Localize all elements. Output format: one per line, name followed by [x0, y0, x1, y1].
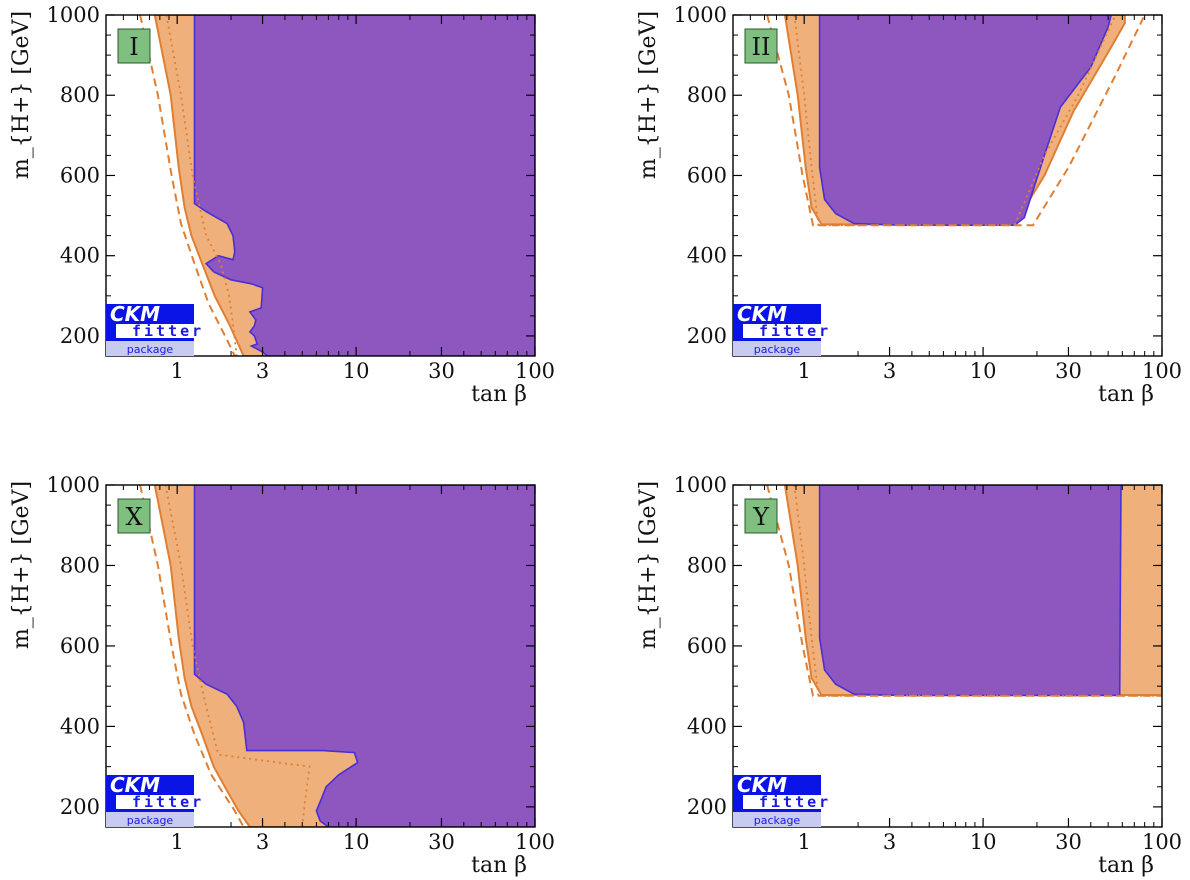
- x-tick-label: 1: [171, 830, 184, 854]
- y-tick-label: 800: [60, 553, 100, 577]
- panel-label-text: X: [125, 503, 142, 531]
- plot-frame: [105, 14, 536, 357]
- plot-frame: [105, 484, 536, 828]
- purple-allowed-region: [193, 485, 535, 827]
- x-tick-label: 30: [1055, 830, 1082, 854]
- panel-i: 1 3 10 30 100 200 400 600 800 1000 tan β m_{H+} [Ge…: [9, 3, 555, 407]
- y-tick-label: 400: [687, 244, 727, 268]
- x-tick-label: 100: [1142, 830, 1182, 854]
- dashed-contour-line: [139, 15, 236, 356]
- dotted-contour-line: [165, 15, 238, 356]
- logo-text-package: package: [754, 814, 801, 827]
- y-tick-label: 200: [687, 795, 727, 819]
- y-axis-title: m_{H+} [GeV]: [9, 481, 34, 649]
- y-axis-title: m_{H+} [GeV]: [636, 11, 661, 179]
- plot-frame: [732, 14, 1163, 357]
- y-tick-label: 400: [60, 714, 100, 738]
- y-tick-label: 600: [687, 634, 727, 658]
- plot-frame: [732, 484, 1163, 828]
- panel-label: I: [117, 28, 151, 64]
- panel-label: II: [744, 28, 778, 64]
- dashed-contour-line: [139, 485, 245, 827]
- x-tick-label: 1: [798, 830, 811, 854]
- x-tick-label: 3: [256, 359, 269, 383]
- x-tick-label: 1: [171, 359, 184, 383]
- y-tick-label: 1000: [674, 473, 727, 497]
- y-tick-label: 200: [687, 324, 727, 348]
- panel-x: 1 3 10 30 100 200 400 600 800 1000 tan β m_{H+} [Ge…: [9, 473, 555, 878]
- y-tick-label: 600: [687, 163, 727, 187]
- x-tick-label: 3: [883, 830, 896, 854]
- y-tick-label: 800: [687, 553, 727, 577]
- y-tick-label: 200: [60, 324, 100, 348]
- x-axis-title: tan β: [471, 853, 527, 878]
- x-axis-title: tan β: [471, 382, 527, 407]
- y-tick-label: 1000: [674, 3, 727, 27]
- purple-allowed-region: [818, 15, 1113, 226]
- x-tick-label: 10: [970, 830, 997, 854]
- logo-text-fitter: fitter: [759, 793, 831, 811]
- y-tick-label: 600: [60, 163, 100, 187]
- logo-text-fitter: fitter: [132, 322, 204, 340]
- y-axis-title: m_{H+} [GeV]: [9, 11, 34, 179]
- y-tick-label: 400: [687, 714, 727, 738]
- dotted-contour-line: [793, 485, 1162, 697]
- logo-text-ckm: CKM: [737, 773, 787, 797]
- panel-label-text: II: [752, 33, 771, 61]
- x-tick-label: 1: [798, 359, 811, 383]
- dashed-contour-line: [766, 15, 1146, 227]
- x-tick-label: 100: [1142, 359, 1182, 383]
- y-tick-label: 800: [60, 83, 100, 107]
- x-tick-label: 10: [343, 830, 370, 854]
- y-tick-label: 1000: [47, 473, 100, 497]
- panel-label-text: I: [129, 33, 138, 61]
- x-tick-label: 30: [428, 830, 455, 854]
- panel-label: Y: [744, 498, 778, 534]
- panel-y: 1 3 10 30 100 200 400 600 800 1000 tan β m_{H+} [Ge…: [636, 473, 1182, 878]
- y-tick-label: 600: [60, 634, 100, 658]
- y-tick-label: 400: [60, 244, 100, 268]
- dotted-contour-line: [793, 15, 1117, 227]
- x-tick-label: 100: [515, 830, 555, 854]
- x-tick-label: 3: [256, 830, 269, 854]
- panel-label: X: [117, 498, 151, 534]
- x-tick-label: 30: [1055, 359, 1082, 383]
- y-tick-label: 200: [60, 795, 100, 819]
- x-tick-label: 10: [343, 359, 370, 383]
- logo-text-ckm: CKM: [737, 302, 787, 326]
- logo-text-package: package: [127, 814, 174, 827]
- logo-text-package: package: [754, 343, 801, 356]
- panel-label-text: Y: [752, 503, 770, 531]
- dashed-contour-line: [766, 485, 1162, 697]
- logo-text-ckm: CKM: [110, 302, 160, 326]
- logo-text-fitter: fitter: [132, 793, 204, 811]
- x-tick-label: 10: [970, 359, 997, 383]
- x-axis-title: tan β: [1098, 853, 1154, 878]
- logo-text-ckm: CKM: [110, 773, 160, 797]
- y-axis-title: m_{H+} [GeV]: [636, 481, 661, 649]
- purple-allowed-region: [193, 15, 535, 356]
- y-tick-label: 1000: [47, 3, 100, 27]
- x-tick-label: 100: [515, 359, 555, 383]
- purple-allowed-region: [818, 485, 1122, 697]
- logo-text-fitter: fitter: [759, 322, 831, 340]
- logo-text-package: package: [127, 343, 174, 356]
- x-tick-label: 3: [883, 359, 896, 383]
- panel-ii: 1 3 10 30 100 200 400 600 800 1000 tan β m_{H+} [Ge…: [636, 3, 1182, 407]
- x-tick-label: 30: [428, 359, 455, 383]
- y-tick-label: 800: [687, 83, 727, 107]
- x-axis-title: tan β: [1098, 382, 1154, 407]
